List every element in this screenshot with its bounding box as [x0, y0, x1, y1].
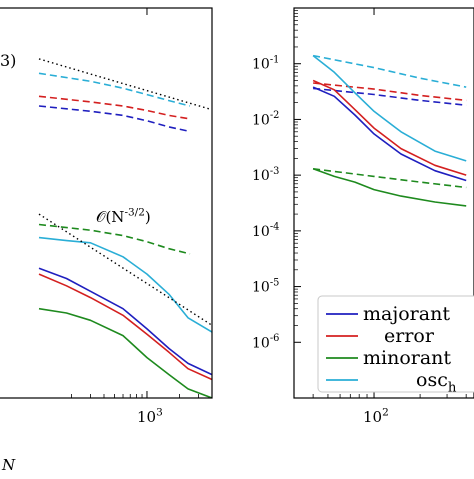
right-series-line-4 — [312, 54, 467, 162]
right-series-line-3 — [313, 168, 467, 189]
right-x-tick-label: 102 — [363, 406, 389, 426]
legend-label-0: majorant — [363, 303, 450, 325]
left-series-line-0 — [38, 267, 212, 376]
legend-label-3: osch — [416, 369, 457, 396]
right-y-tick-label-1: 10-5 — [252, 277, 279, 295]
left-series-line-8 — [38, 58, 212, 111]
left-series-line-7 — [38, 72, 191, 107]
right-y-tick-label-0: 10-6 — [252, 333, 279, 351]
right-y-tick-label-3: 10-3 — [252, 166, 279, 184]
right-y-tick-label-4: 10-2 — [252, 110, 279, 128]
right-series-group — [312, 54, 467, 207]
right-series-line-0 — [312, 54, 467, 88]
left-x-axis-label: N — [1, 456, 16, 474]
right-y-tick-label-2: 10-4 — [252, 222, 279, 240]
left-axes-frame — [0, 7, 213, 399]
left-x-tick-label: 103 — [137, 406, 163, 426]
left-series-line-4 — [38, 105, 191, 133]
right-series-line-6 — [312, 86, 467, 182]
legend-label-1: error — [384, 325, 435, 347]
right-series-line-7 — [312, 168, 467, 207]
right-axes-frame — [293, 7, 474, 399]
left-series-line-3 — [38, 236, 212, 333]
left-series-line-1 — [38, 273, 212, 381]
left-annotation-rate-upper: 3) — [0, 51, 16, 70]
left-series-line-6 — [38, 223, 191, 255]
left-series-group — [38, 58, 212, 398]
left-series-line-9 — [38, 213, 212, 326]
left-series-line-5 — [38, 95, 191, 120]
right-y-tick-label-5: 10-1 — [252, 54, 279, 72]
left-annotation-rate-lower: 𝒪(N-3/2) — [96, 206, 151, 226]
legend-label-2: minorant — [363, 347, 451, 369]
legend-box — [317, 295, 474, 393]
right-series-line-5 — [312, 79, 467, 176]
left-series-line-2 — [38, 307, 212, 398]
